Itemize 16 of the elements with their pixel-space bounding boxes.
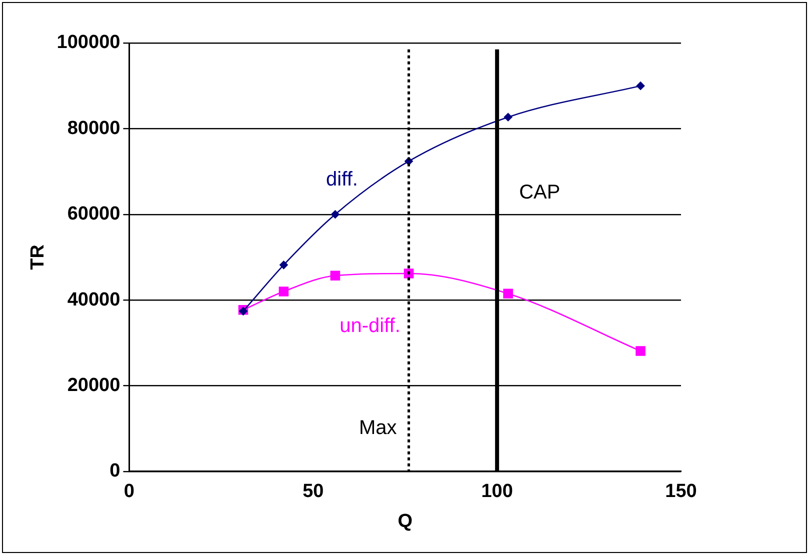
series-label: un-diff. (340, 315, 400, 338)
x-tick-label: 150 (665, 481, 697, 502)
y-tick-label: 60000 (67, 204, 120, 225)
x-tick-label: 50 (302, 481, 324, 502)
ref-line-label: CAP (519, 181, 560, 204)
x-tick-label: 0 (124, 481, 134, 502)
y-tick-label: 40000 (67, 289, 120, 310)
y-axis-title: TR (28, 244, 49, 270)
y-tick-label: 20000 (67, 374, 120, 396)
x-axis-title: Q (398, 510, 412, 532)
y-tick-label: 0 (110, 460, 120, 482)
x-tick-label: 100 (481, 481, 513, 502)
series-label: diff. (326, 168, 358, 190)
y-tick-label: 100000 (56, 32, 120, 54)
y-tick-label: 80000 (67, 118, 120, 139)
ref-line-label: Max (358, 417, 397, 440)
